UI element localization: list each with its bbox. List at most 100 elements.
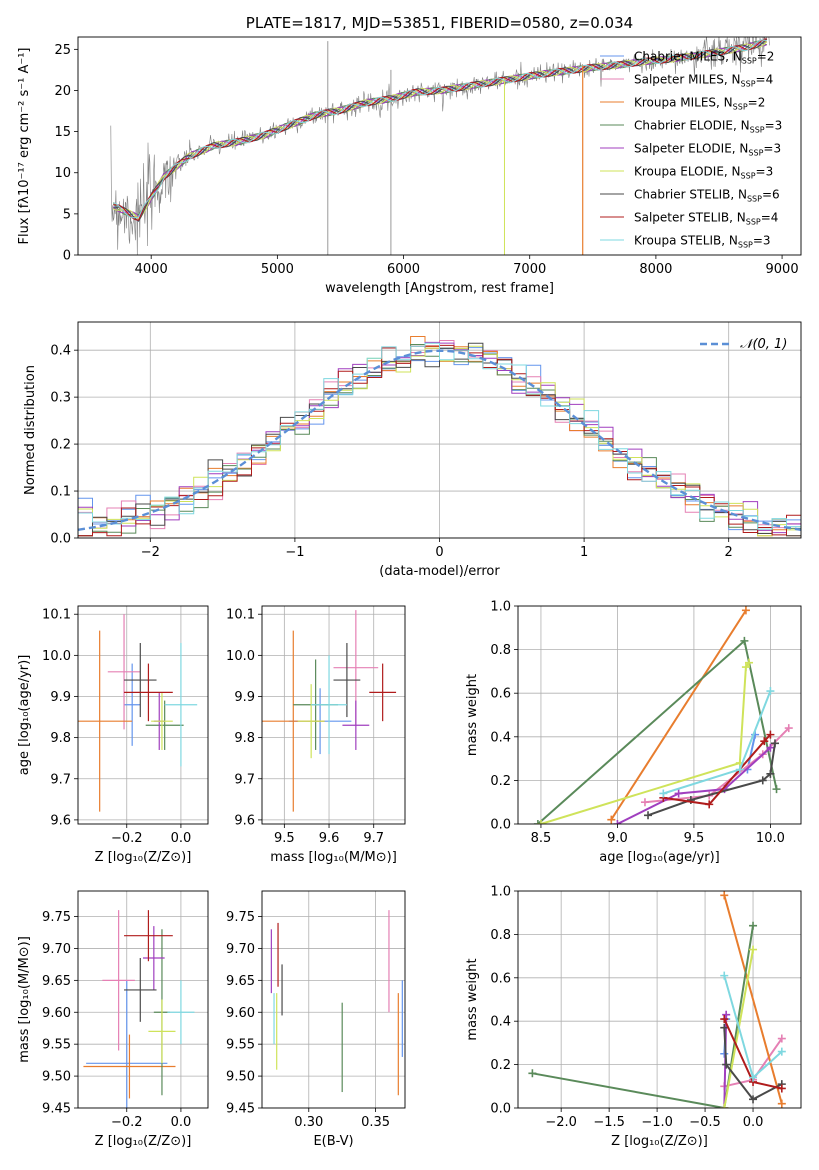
x-tick-label: −1.0: [641, 1115, 673, 1130]
legend-label: Chabrier STELIB, NSSP=6: [634, 188, 780, 204]
y-tick-label: 9.65: [42, 974, 71, 989]
x-tick-label: 0.35: [361, 1115, 390, 1130]
axes-frame: [517, 605, 802, 825]
x-tick-label: 1: [580, 545, 588, 560]
panel-residuals: −2 −1 0 1 2 0.0 0.1 0.2 0.3 0.4 (data-model)/error…: [23, 321, 802, 579]
x-tick-label: 0.30: [294, 1115, 323, 1130]
error-bar-point: [151, 692, 173, 750]
x-tick-label: 9.5: [274, 831, 295, 846]
series-marker: [720, 1104, 729, 1108]
x-tick-label: −2: [141, 545, 160, 560]
series-marker: [644, 811, 653, 820]
x-tick-label: 8.5: [531, 831, 552, 846]
x-axis-label: mass [log₁₀(M/M⊙)]: [270, 850, 397, 865]
y-tick-label: 0.0: [490, 818, 511, 833]
series-marker: [766, 730, 775, 739]
x-tick-label: 9.5: [684, 831, 705, 846]
y-tick-label: 0.8: [490, 928, 511, 943]
x-tick-label: −0.2: [111, 831, 143, 846]
x-tick-label: 9.0: [607, 831, 628, 846]
y-tick-label: 1.0: [490, 600, 511, 615]
y-tick-label: 9.6: [50, 813, 71, 828]
series-line: [616, 746, 772, 824]
mass-weight-series: [536, 658, 753, 824]
series-marker: [720, 1049, 729, 1058]
y-tick-label: 9.8: [50, 731, 71, 746]
y-tick-label: 9.7: [234, 772, 255, 787]
x-tick-label: 9.7: [363, 831, 384, 846]
plot-area: [78, 322, 801, 538]
y-tick-label: 0.4: [490, 730, 511, 745]
error-bar-point: [164, 643, 198, 767]
error-bar-point: [145, 700, 184, 750]
y-tick-label: 9.50: [42, 1070, 71, 1085]
series-marker: [528, 1069, 537, 1078]
error-bar-point: [124, 910, 173, 962]
series-marker: [749, 921, 758, 930]
series-line: [663, 733, 772, 806]
axes-frame: [517, 890, 802, 1109]
y-tick-label: 10.1: [42, 608, 71, 623]
series-marker: [777, 1084, 786, 1093]
y-tick-label: 0.3: [50, 391, 71, 406]
series-line: [532, 925, 754, 1108]
y-tick-label: 0.1: [50, 485, 71, 500]
y-tick-label: 9.50: [226, 1070, 255, 1085]
gaussian-curve: [78, 349, 801, 531]
series-marker: [766, 769, 775, 778]
axes-frame: [77, 321, 802, 539]
panel-mass_vs_Z: −0.2 0.0 9.45 9.50 9.55 9.60 9.65 9.70 9.75 Z [lo…: [17, 890, 209, 1149]
series-marker: [705, 800, 714, 809]
series-marker: [740, 636, 749, 645]
x-tick-label: 0.0: [743, 1115, 764, 1130]
y-tick-label: 0.6: [490, 687, 511, 702]
x-axis-label: (data-model)/error: [379, 564, 500, 579]
error-bar-point: [369, 663, 397, 722]
x-tick-label: −2.0: [545, 1115, 577, 1130]
y-tick-label: 0.2: [50, 438, 71, 453]
model-spectrum: [113, 39, 768, 219]
y-tick-label: 9.7: [50, 772, 71, 787]
series-marker: [744, 658, 753, 667]
y-tick-label: 0.2: [490, 1058, 511, 1073]
y-axis-label: Flux [fλ10⁻¹⁷ erg cm⁻² s⁻¹ A⁻¹]: [17, 48, 32, 245]
x-tick-label: 4000: [135, 262, 168, 277]
legend-label: Salpeter MILES, NSSP=4: [634, 73, 773, 89]
y-tick-label: 9.75: [42, 910, 71, 925]
x-axis-label: E(B-V): [313, 1134, 353, 1149]
y-tick-label: 9.9: [50, 690, 71, 705]
panel-age_vs_Z: −0.2 0.0 9.6 9.7 9.8 9.9 10.0 10.1 Z [log₁₀(Z/Z⊙…: [17, 605, 209, 865]
mass-weight-series: [659, 687, 775, 798]
series-line: [723, 1027, 783, 1101]
series-marker: [766, 687, 775, 696]
legend-label: Kroupa MILES, NSSP=2: [634, 96, 765, 112]
mass-weight-series: [607, 606, 750, 824]
series-marker: [758, 776, 767, 785]
legend-label: Salpeter STELIB, NSSP=4: [634, 211, 778, 227]
plot-area: [78, 606, 208, 824]
x-axis-label: age [log₁₀(age/yr)]: [599, 850, 720, 865]
series-marker: [772, 785, 781, 794]
series-marker: [735, 765, 744, 774]
legend-label: Salpeter ELODIE, NSSP=3: [634, 142, 781, 158]
series-marker: [720, 1023, 729, 1032]
series-marker: [613, 820, 622, 824]
y-tick-label: 25: [54, 43, 71, 58]
y-tick-label: 9.9: [234, 690, 255, 705]
series-marker: [777, 1099, 786, 1108]
error-bar-point: [342, 700, 370, 750]
x-tick-label: 6000: [387, 262, 420, 277]
series-line: [540, 662, 750, 824]
error-bar-point: [297, 684, 325, 759]
x-tick-label: 9000: [766, 262, 799, 277]
axes-frame: [77, 890, 209, 1109]
y-tick-label: 10: [54, 166, 71, 181]
y-tick-label: 9.70: [226, 942, 255, 957]
error-bar-point: [86, 980, 168, 1108]
x-tick-label: −1: [285, 545, 304, 560]
x-tick-label: −0.2: [111, 1115, 143, 1130]
mass-weight-series: [720, 971, 786, 1082]
mass-weight-series: [659, 730, 775, 809]
y-tick-label: 9.55: [226, 1038, 255, 1053]
axes-frame: [77, 605, 209, 825]
